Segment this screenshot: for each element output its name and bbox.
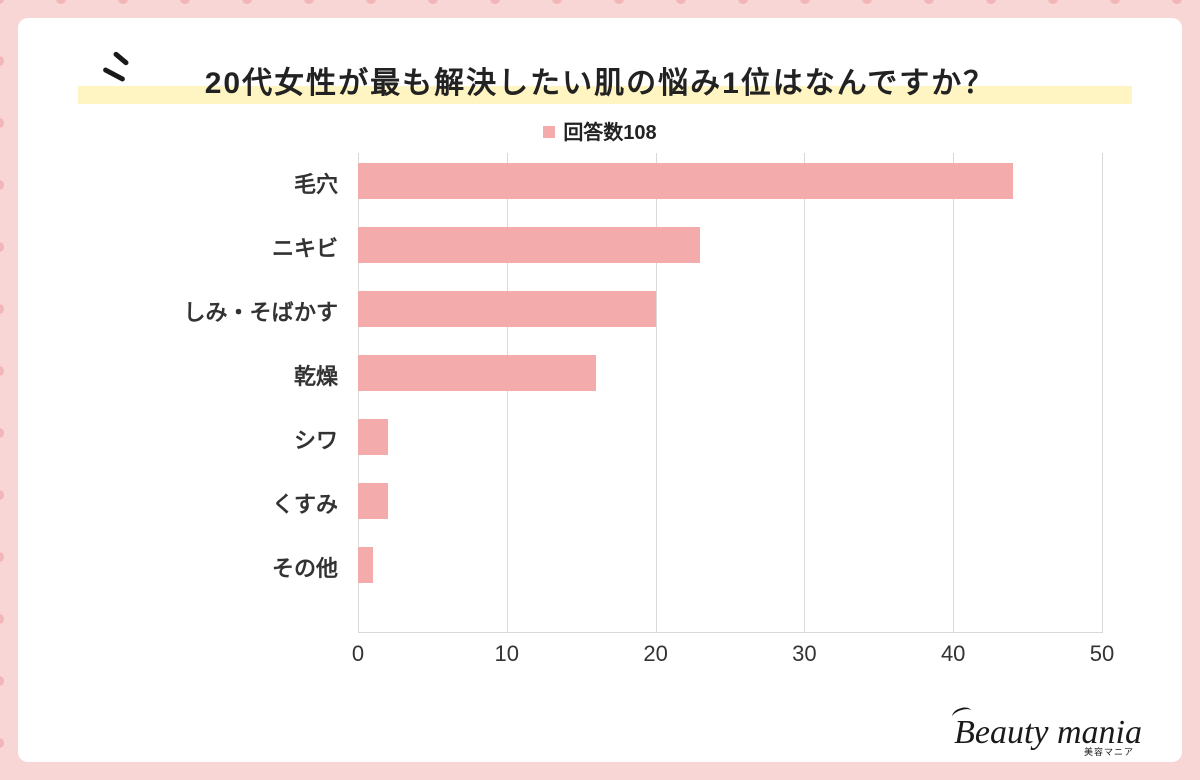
outer-frame: 20代女性が最も解決したい肌の悩み1位はなんですか？ 回答数108 0 10 20 3… [0, 0, 1200, 780]
x-tick-label: 0 [352, 641, 364, 667]
bar [358, 355, 596, 391]
bar-row [358, 227, 1102, 263]
bar-row [358, 547, 1102, 583]
legend: 回答数108 [68, 116, 1132, 145]
bar-row [358, 483, 1102, 519]
category-label: ニキビ [48, 231, 338, 263]
bar [358, 419, 388, 455]
bar-row [358, 291, 1102, 327]
bar [358, 227, 700, 263]
grid-line [1102, 153, 1103, 633]
x-tick-label: 50 [1090, 641, 1114, 667]
legend-swatch [543, 126, 555, 138]
category-label: シワ [48, 423, 338, 455]
category-label: しみ・そばかす [48, 295, 338, 327]
x-tick-label: 20 [643, 641, 667, 667]
x-tick-label: 30 [792, 641, 816, 667]
bar [358, 483, 388, 519]
category-label: 毛穴 [48, 167, 338, 199]
category-label: 乾燥 [48, 359, 338, 391]
brand-logo-subtext: 美容マニア [1084, 745, 1134, 758]
bar-row [358, 163, 1102, 199]
bar-row [358, 419, 1102, 455]
bar [358, 547, 373, 583]
bar-chart: 01020304050毛穴ニキビしみ・そばかす乾燥シワくすみその他 [248, 153, 1102, 673]
chart-panel: 20代女性が最も解決したい肌の悩み1位はなんですか？ 回答数108 0 10 20 3… [18, 18, 1182, 762]
category-label: その他 [48, 551, 338, 583]
bar [358, 291, 656, 327]
x-tick-label: 40 [941, 641, 965, 667]
chart-title: 20代女性が最も解決したい肌の悩み1位はなんですか？ [88, 58, 1112, 104]
bar-row [358, 355, 1102, 391]
bar [358, 163, 1013, 199]
x-tick-label: 10 [495, 641, 519, 667]
title-container: 20代女性が最も解決したい肌の悩み1位はなんですか？ [68, 58, 1132, 104]
legend-label: 回答数108 [563, 122, 656, 144]
x-axis-line [358, 632, 1102, 633]
plot-area [358, 153, 1102, 633]
category-label: くすみ [48, 487, 338, 519]
